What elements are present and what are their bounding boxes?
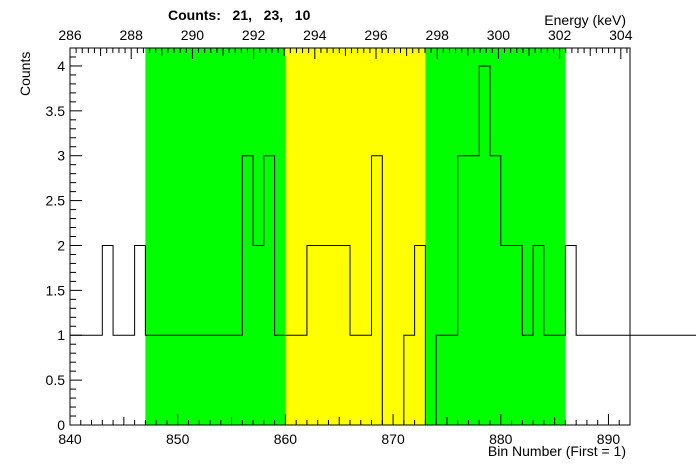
x2-tick-label-300: 300 <box>487 27 511 43</box>
region-2 <box>425 48 566 425</box>
region-0 <box>145 48 286 425</box>
y-tick-label-4: 2 <box>57 237 65 253</box>
x2-axis-title: Energy (keV) <box>544 12 626 28</box>
x-tick-label-880: 880 <box>489 431 513 447</box>
x-tick-label-860: 860 <box>274 431 298 447</box>
axis-ticks <box>69 47 631 426</box>
y-axis-title: Counts <box>17 52 33 96</box>
y-tick-labels: 0 0.5 1 1.5 2 2.5 3 3.5 4 <box>46 58 66 433</box>
y-tick-label-6: 3 <box>57 148 65 164</box>
x2-tick-label-296: 296 <box>364 27 388 43</box>
x2-tick-label-286: 286 <box>58 27 82 43</box>
x-tick-label-870: 870 <box>381 431 405 447</box>
region-1 <box>285 48 426 425</box>
y-tick-label-2: 1 <box>57 327 65 343</box>
x2-tick-label-304: 304 <box>609 27 633 43</box>
y-tick-label-7: 3.5 <box>46 103 66 119</box>
y-tick-label-0: 0 <box>57 417 65 433</box>
counts-title: Counts: 21, 23, 10 <box>168 7 311 23</box>
x-tick-labels: 840 850 860 870 880 890 <box>58 431 620 447</box>
y-tick-label-8: 4 <box>57 58 65 74</box>
x2-tick-label-292: 292 <box>242 27 266 43</box>
x2-tick-label-288: 288 <box>120 27 144 43</box>
highlight-regions <box>145 48 566 425</box>
x2-tick-label-290: 290 <box>181 27 205 43</box>
y-tick-label-5: 2.5 <box>46 193 66 209</box>
x2-tick-labels: 286 288 290 292 294 296 298 300 302 304 <box>58 27 632 43</box>
x2-tick-label-298: 298 <box>426 27 450 43</box>
x2-tick-label-302: 302 <box>548 27 572 43</box>
x-axis-title: Bin Number (First = 1) <box>488 443 626 459</box>
x-tick-label-890: 890 <box>597 431 621 447</box>
x-tick-label-850: 850 <box>166 431 190 447</box>
x2-tick-label-294: 294 <box>303 27 327 43</box>
y-tick-label-3: 1.5 <box>46 282 66 298</box>
x-tick-label-840: 840 <box>58 431 82 447</box>
plot-frame <box>69 47 631 426</box>
y-tick-label-1: 0.5 <box>46 372 66 388</box>
